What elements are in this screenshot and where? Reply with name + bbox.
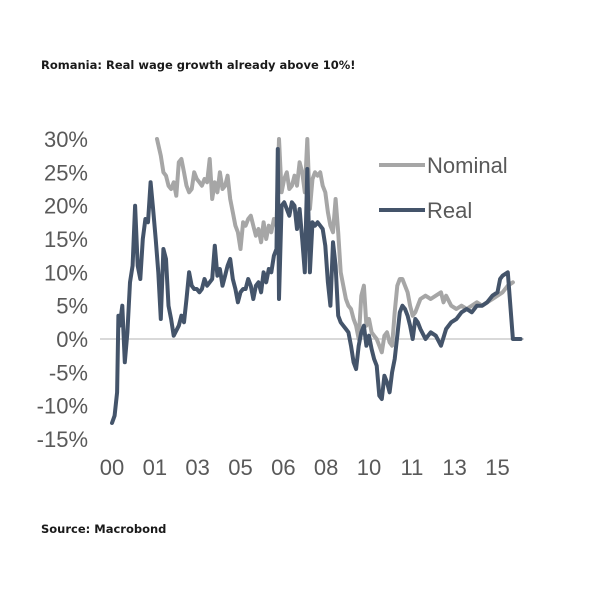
chart-title: Romania: Real wage growth already above … bbox=[41, 58, 356, 72]
x-tick-label: 15 bbox=[485, 455, 509, 480]
y-tick-label: 30% bbox=[44, 127, 88, 152]
source-note: Source: Macrobond bbox=[41, 522, 167, 536]
x-axis-ticks: 00 01 03 05 06 08 10 11 13 15 bbox=[100, 455, 510, 480]
legend: Nominal Real bbox=[379, 153, 508, 223]
x-tick-label: 06 bbox=[271, 455, 295, 480]
y-tick-label: 15% bbox=[44, 227, 88, 252]
y-tick-label: -5% bbox=[49, 360, 88, 385]
legend-label-nominal: Nominal bbox=[427, 153, 508, 178]
x-tick-label: 08 bbox=[314, 455, 338, 480]
series-group bbox=[110, 137, 523, 425]
series-line-nominal bbox=[155, 137, 515, 355]
y-tick-label: -15% bbox=[37, 427, 88, 452]
x-tick-label: 05 bbox=[228, 455, 252, 480]
x-tick-label: 11 bbox=[400, 455, 423, 480]
y-tick-label: 20% bbox=[44, 194, 88, 219]
y-tick-label: -10% bbox=[37, 394, 88, 419]
x-tick-label: 01 bbox=[143, 455, 167, 480]
x-tick-label: 13 bbox=[442, 455, 466, 480]
legend-label-real: Real bbox=[427, 198, 472, 223]
y-tick-label: 25% bbox=[44, 160, 88, 185]
y-axis-ticks: 30% 25% 20% 15% 10% 5% 0% -5% -10% -15% bbox=[37, 127, 88, 452]
x-tick-label: 00 bbox=[100, 455, 124, 480]
x-tick-label: 03 bbox=[185, 455, 209, 480]
y-tick-label: 5% bbox=[56, 294, 88, 319]
series-line-real bbox=[110, 147, 523, 425]
y-tick-label: 10% bbox=[44, 260, 88, 285]
x-tick-label: 10 bbox=[357, 455, 381, 480]
y-tick-label: 0% bbox=[56, 327, 88, 352]
